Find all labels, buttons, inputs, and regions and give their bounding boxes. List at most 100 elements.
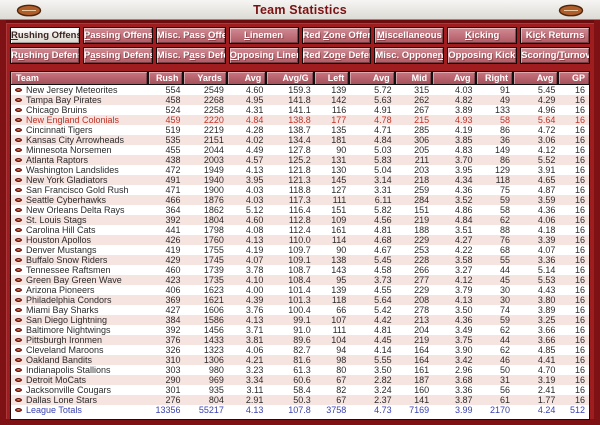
cell-yards-1: 969 [208,375,224,385]
cell-avg-7: 4.19 [454,125,473,135]
football-bullet-icon [15,408,22,412]
tab-linemen[interactable]: Linemen [228,27,299,44]
table-row-chicago-bruins[interactable]: Chicago Bruins 524 2258 4.31 141.1 116 4.91 267… [11,105,589,115]
table-row-dallas-lone-stars[interactable]: Dallas Lone Stars 276 804 2.91 50.3 67 2.37 141… [11,395,589,405]
table-row-new-york-gladiators[interactable]: New York Gladiators 491 1940 3.95 121.3 145 3.… [11,175,589,185]
table-row-houston-apollos[interactable]: Houston Apollos 426 1760 4.13 110.0 114 4.68 22… [11,235,589,245]
column-header-yards[interactable]: Yards [184,72,228,84]
table-row-cincinnati-tigers[interactable]: Cincinnati Tigers 519 2219 4.28 138.7 135 4.71… [11,125,589,135]
table-row-new-orleans-delta-rays[interactable]: New Orleans Delta Rays 364 1862 5.12 116.4 15… [11,205,589,215]
tab-scoring-turnovers[interactable]: Scoring/Turnovers [520,47,590,64]
tab-passing-defense[interactable]: Passing Defense [82,47,153,64]
table-row-new-jersey-meteorites[interactable]: New Jersey Meteorites 554 2549 4.60 159.3 139… [11,85,589,95]
cell-avg-9: 1.77 [537,395,556,405]
tab-rushing-defense[interactable]: Rushing Defense [10,47,80,64]
column-header-rush[interactable]: Rush [148,72,185,84]
table-row-san-diego-lightning[interactable]: San Diego Lightning 384 1586 4.13 99.1 107 4.4… [11,315,589,325]
table-row-cleveland-maroons[interactable]: Cleveland Maroons 326 1323 4.06 82.7 94 4.14 16… [11,345,589,355]
table-row-san-francisco-gold-rush[interactable]: San Francisco Gold Rush 471 1900 4.03 118.8 1… [11,185,589,195]
football-icon [558,4,584,17]
tab-misc-pass-offense[interactable]: Misc. Pass Offense [155,27,226,44]
table-row-arizona-pioneers[interactable]: Arizona Pioneers 406 1623 4.00 101.4 139 4.55 2… [11,285,589,295]
football-bullet-icon [15,218,22,222]
cell-avg-9: 4.70 [537,365,556,375]
cell-avg-2: 4.57 [245,155,264,165]
tab-red-zone-offense[interactable]: Red Zone Offense [301,27,372,44]
tab-opposing-linemen[interactable]: Opposing Linemen [228,47,299,64]
table-row-carolina-hill-cats[interactable]: Carolina Hill Cats 441 1798 4.08 112.4 161 4.8… [11,225,589,235]
cell-left-4: 98 [336,355,347,365]
column-header-avg[interactable]: Avg [227,72,268,84]
table-row-philadelphia-condors[interactable]: Philadelphia Condors 369 1621 4.39 101.3 118 5… [11,295,589,305]
cell-avg-2: 4.13 [245,235,264,245]
column-header-avg-g[interactable]: Avg/G [267,72,315,84]
table-row-st-louis-stags[interactable]: St. Louis Stags 392 1804 4.60 112.8 109 4.56 21… [11,215,589,225]
column-header-avg-8[interactable]: Avg [433,72,477,84]
page-title: Team Statistics [253,2,347,17]
tab-misc-opponents[interactable]: Misc. Opponents [374,47,445,64]
table-row-indianapolis-stallions[interactable]: Indianapolis Stallions 303 980 3.23 61.3 80 3.… [11,365,589,375]
table-row-atlanta-raptors[interactable]: Atlanta Raptors 438 2003 4.57 125.2 131 5.83 21… [11,155,589,165]
tab-opposing-kicking[interactable]: Opposing Kicking [447,47,518,64]
league-totals-row[interactable]: League Totals 13356 55217 4.13 107.8 3758 4.73… [11,405,589,415]
cell-left-4: 90 [336,245,347,255]
table-row-denver-mustangs[interactable]: Denver Mustangs 419 1755 4.19 109.7 90 4.67 253… [11,245,589,255]
cell-avg-7: 3.51 [454,225,473,235]
cell-avg-9: 2.41 [537,385,556,395]
cell-left-4: 145 [331,175,347,185]
cell-gp-10: 16 [574,275,585,285]
team-name: Detroit MoCats [26,375,87,385]
table-row-jacksonville-cougars[interactable]: Jacksonville Cougars 301 935 3.11 58.4 82 3.24… [11,385,589,395]
cell-mid-6: 187 [414,375,430,385]
team-name: Kansas City Arrowheads [26,135,125,145]
column-header-team[interactable]: Team [11,72,149,84]
football-bullet-icon [15,188,22,192]
table-row-detroit-mocats[interactable]: Detroit MoCats 290 969 3.34 60.6 67 2.82 187 3.6… [11,375,589,385]
table-row-buffalo-snow-riders[interactable]: Buffalo Snow Riders 429 1745 4.07 109.1 138 5.… [11,255,589,265]
cell-avg-7: 3.75 [454,335,473,345]
tab-miscellaneous[interactable]: Miscellaneous [374,27,445,44]
table-row-tennessee-raftsmen[interactable]: Tennessee Raftsmen 460 1739 3.78 108.7 143 4.5… [11,265,589,275]
table-row-baltimore-nightwings[interactable]: Baltimore Nightwings 392 1456 3.71 91.0 111 4.… [11,325,589,335]
cell-avg-9: 4.43 [537,285,556,295]
table-row-green-bay-green-wave[interactable]: Green Bay Green Wave 423 1735 4.10 108.4 95 3.… [11,275,589,285]
cell-avg-2: 4.10 [245,275,264,285]
table-row-oakland-bandits[interactable]: Oakland Bandits 310 1306 4.21 81.6 98 5.55 164 3… [11,355,589,365]
column-header-mid[interactable]: Mid [395,72,434,84]
column-header-right[interactable]: Right [476,72,515,84]
column-header-left[interactable]: Left [314,72,351,84]
tab-rushing-offense[interactable]: Rushing Offense [10,27,80,44]
table-row-miami-bay-sharks[interactable]: Miami Bay Sharks 427 1606 3.76 100.4 66 5.42 27… [11,305,589,315]
table-row-kansas-city-arrowheads[interactable]: Kansas City Arrowheads 535 2151 4.02 134.4 18… [11,135,589,145]
cell-avg-2: 4.39 [245,295,264,305]
cell-left-4: 142 [331,95,347,105]
table-row-washington-landslides[interactable]: Washington Landslides 472 1949 4.13 121.8 130… [11,165,589,175]
cell-right-8: 59 [499,315,510,325]
column-header-avg-10[interactable]: Avg [514,72,560,84]
cell-avg-7: 3.52 [454,195,473,205]
table-row-seattle-cyberhawks[interactable]: Seattle Cyberhawks 466 1876 4.03 117.3 111 6.1… [11,195,589,205]
column-header-avg-6[interactable]: Avg [350,72,396,84]
cell-avg-5: 4.84 [374,135,392,145]
football-bullet-icon [15,308,22,312]
tab-kicking[interactable]: Kicking [447,27,518,44]
football-bullet-icon [15,88,22,92]
cell-avg-7: 3.58 [454,255,473,265]
cell-avg-2: 3.23 [245,365,264,375]
cell-avg-5: 4.81 [374,225,392,235]
column-header-gp[interactable]: GP [559,72,589,84]
cell-rush-0: 303 [165,365,181,375]
cell-avg-5: 4.14 [374,345,392,355]
tab-red-zone-defense[interactable]: Red Zone Defense [301,47,372,64]
table-row-minnesota-norsemen[interactable]: Minnesota Norsemen 455 2044 4.49 127.8 90 5.03… [11,145,589,155]
tab-kick-returns[interactable]: Kick Returns [520,27,590,44]
cell-avg-2: 3.95 [245,175,264,185]
cell-avg-2: 4.03 [245,195,264,205]
table-row-pittsburgh-ironmen[interactable]: Pittsburgh Ironmen 376 1433 3.81 89.6 104 4.45… [11,335,589,345]
team-name: League Totals [26,405,82,415]
tab-misc-pass-defense[interactable]: Misc. Pass Defense [155,47,226,64]
table-row-tampa-bay-pirates[interactable]: Tampa Bay Pirates 458 2268 4.95 141.8 142 5.63… [11,95,589,105]
table-row-new-england-colonials[interactable]: New England Colonials 459 2220 4.84 138.8 177… [11,115,589,125]
cell-right-8: 30 [499,285,510,295]
tab-passing-offense[interactable]: Passing Offense [82,27,153,44]
